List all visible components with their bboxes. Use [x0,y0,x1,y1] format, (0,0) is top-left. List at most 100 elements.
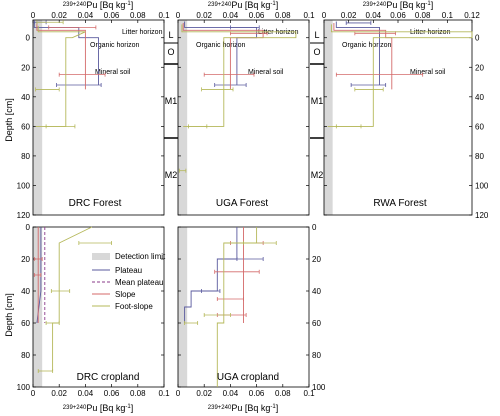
svg-text:239+240Pu [Bq kg-1]: 239+240Pu [Bq kg-1] [363,0,433,10]
series-foot-slope [35,25,86,127]
top-xlabel-2: 239+240Pu [Bq kg-1] [208,0,278,10]
y-tick-label: 0 [26,34,31,43]
x-tick-label: 0 [176,389,181,398]
horizon-code-l-1: L [168,30,173,40]
y-tick-label: 40 [21,93,30,102]
horizon-code-m2-1: M2 [165,170,178,180]
series-plateau [184,227,238,323]
legend-detection-label: Detection limit [115,252,166,261]
x-tick-label: 0.04 [223,11,239,20]
top-xlabel-2-main: Pu [Bq kg [231,0,270,10]
ann-organic-3: Organic horizon [342,42,392,49]
x-tick-label: 0.08 [130,11,146,20]
top-xlabel-3-prefix: 239+240 [363,2,387,8]
panel-title: DRC cropland [77,372,140,383]
top-xlabel-1-sup: -1 [125,1,131,7]
y-tick-label: 100 [475,181,489,190]
top-xlabel-1-prefix: 239+240 [63,2,87,8]
bottom-xlabel-1: 239+240Pu [Bq kg-1] [63,403,133,413]
horizon-code-o-2: O [313,47,320,57]
plot-frame [177,19,310,216]
x-tick-label: 0 [31,11,36,20]
bottom-xlabel-2-end: ] [276,403,279,413]
y-tick-label: 100 [312,383,326,392]
horizon-annotations: Litter horizon Organic horizon Mineral s… [90,29,451,76]
panel-uga-forest: 0 0.02 0.04 0.06 0.08 0.1 UGA Forest [176,11,315,216]
panel-title: DRC Forest [69,198,122,209]
y-tick-label: 80 [21,351,30,360]
y-tick-label: 60 [21,122,30,131]
x-tick-label: 0.06 [104,389,120,398]
top-xlabel-3-end: ] [431,0,434,10]
x-tick-label: 0.02 [196,11,212,20]
svg-text:239+240Pu [Bq kg-1]: 239+240Pu [Bq kg-1] [208,403,278,413]
bottom-xlabel-2-sup: -1 [270,404,276,410]
panel-title: UGA Forest [216,198,268,209]
y-tick-label: 40 [312,287,321,296]
detection-band [178,227,188,387]
series-foot-slope [181,24,297,127]
x-tick-label: 0.02 [51,389,67,398]
bottom-xlabel-1-main: Pu [Bq kg [86,403,125,413]
top-xlabel-1-main: Pu [Bq kg [86,0,125,10]
detection-band [324,20,333,215]
y-tick-label: 120 [475,211,489,220]
legend-slope-label: Slope [115,290,136,299]
horizon-code-l-2: L [314,30,319,40]
bottom-xlabel-1-prefix: 239+240 [63,405,87,411]
x-tick-label: 0.06 [104,11,120,20]
y-tick-label: 40 [475,93,484,102]
plot-frame [323,19,473,216]
panel-drc-cropland: 0 0.02 0.04 0.06 0.08 0.1 0 20 40 60 80 100 DRC crop… [17,223,170,398]
x-tick-label: 0.02 [196,389,212,398]
series-foot-slope [52,226,93,371]
y-tick-label: 20 [21,63,30,72]
bottom-xlabel-2-prefix: 239+240 [208,405,232,411]
ann-mineral-2: Mineral soil [248,69,284,76]
y-tick-label: 20 [21,255,30,264]
series-plateau [335,21,380,85]
panel-title: UGA cropland [217,372,279,383]
x-tick-label: 0.04 [223,389,239,398]
top-xlabel-3-main: Pu [Bq kg [386,0,425,10]
top-xlabel-1: 239+240Pu [Bq kg-1] [63,0,133,10]
svg-text:239+240Pu [Bq kg-1]: 239+240Pu [Bq kg-1] [208,0,278,10]
ylabel-cropland: Depth [cm] [4,293,14,337]
legend: Detection limit Plateau Mean plateau Slo… [92,252,166,311]
x-tick-label: 0.02 [51,11,67,20]
y-tick-label: 0 [475,34,480,43]
panel-rwa-forest: 0 0.02 0.04 0.06 0.08 0.1 0.12 0 20 40 60 80 100 120 R… [322,11,489,220]
horizon-markers: L O M1 M2 L O M1 M2 [164,30,324,180]
series-foot-slope [216,227,258,387]
detection-band [33,227,43,387]
x-tick-label: 0.04 [366,11,382,20]
y-tick-label: 80 [475,152,484,161]
ann-organic-2: Organic horizon [196,42,246,49]
plot-frame [32,226,165,388]
x-tick-label: 0.08 [415,11,431,20]
x-tick-label: 0.08 [130,389,146,398]
top-xlabel-2-sup: -1 [270,1,276,7]
ann-litter-3: Litter horizon [410,29,451,36]
y-tick-label: 100 [17,181,31,190]
top-xlabel-3-sup: -1 [425,1,431,7]
x-tick-label: 0.06 [249,389,265,398]
ann-mineral-3: Mineral soil [410,69,446,76]
svg-text:239+240Pu [Bq kg-1]: 239+240Pu [Bq kg-1] [63,0,133,10]
x-tick-label: 0.12 [464,11,480,20]
x-tick-label: 0.1 [442,11,454,20]
y-tick-label: 40 [21,287,30,296]
x-tick-label: 0.06 [249,11,265,20]
ann-mineral-1: Mineral soil [95,69,131,76]
legend-detection-swatch [92,253,110,260]
top-xlabel-1-end: ] [131,0,134,10]
y-tick-label: 60 [475,122,484,131]
top-xlabel-2-prefix: 239+240 [208,2,232,8]
x-tick-label: 0.08 [275,389,291,398]
horizon-code-m2-2: M2 [311,170,324,180]
x-tick-label: 0.1 [158,389,170,398]
series-slope [36,23,86,90]
x-tick-label: 0 [31,389,36,398]
x-tick-label: 0 [322,11,327,20]
y-tick-label: 100 [17,383,31,392]
